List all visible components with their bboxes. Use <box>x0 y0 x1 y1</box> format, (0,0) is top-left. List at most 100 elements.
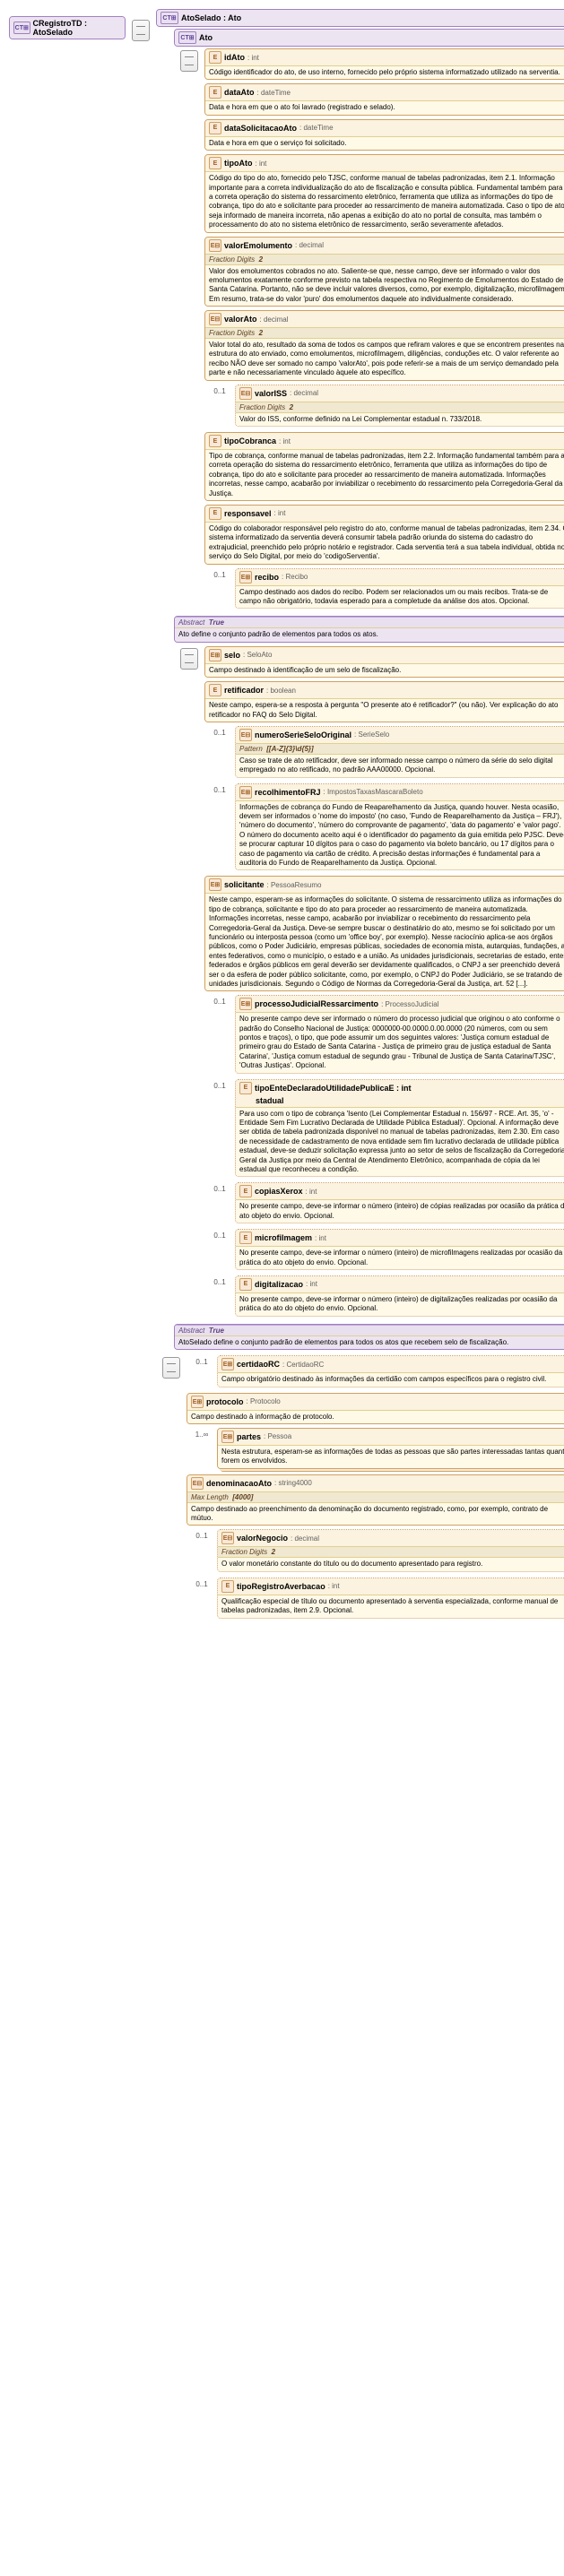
field-type: : PessoaResumo <box>267 881 322 889</box>
field-name: processoJudicialRessarcimento <box>255 999 378 1008</box>
field-type: : boolean <box>266 687 296 695</box>
occurs-label: 0..1 <box>213 387 225 395</box>
field-desc: Código identificador do ato, de uso inte… <box>205 65 564 79</box>
occurs-label: 0..1 <box>213 1185 225 1193</box>
field-desc: No presente campo, deve-se informar o nú… <box>236 1199 564 1223</box>
element-badge-icon: E⊞ <box>191 1396 204 1408</box>
solicitante-field: E⊞solicitante: PessoaResumo Neste campo,… <box>204 876 564 991</box>
field-name: protocolo <box>206 1397 244 1406</box>
facet-value: 2 <box>259 329 263 337</box>
field-name: selo <box>224 651 240 660</box>
ct-badge-icon: CT⊞ <box>13 22 30 34</box>
denominacaoato-field: E⊟denominacaoAto: string4000 Max Length … <box>187 1474 564 1526</box>
field-desc: Data e hora em que o ato foi lavrado (re… <box>205 100 564 114</box>
sequence-connector-icon <box>180 50 198 72</box>
element-badge-icon: E⊟ <box>209 313 221 325</box>
tiporegistroaverbacao-field: EtipoRegistroAverbacao: int Qualificação… <box>217 1578 564 1619</box>
occurs-label: 0..1 <box>213 1232 225 1240</box>
certidaorc-field: E⊞certidaoRC: CertidaoRC Campo obrigatór… <box>217 1355 564 1387</box>
element-badge-icon: E⊟ <box>239 387 252 400</box>
field-desc: Tipo de cobrança, conforme manual de tab… <box>205 449 564 500</box>
element-badge-icon: E⊞ <box>221 1431 234 1443</box>
field-type: : decimal <box>290 389 318 397</box>
element-badge-icon: E <box>239 1278 252 1291</box>
field-type: : decimal <box>291 1534 319 1543</box>
field-type: : int <box>315 1234 326 1242</box>
field-name: valorAto <box>224 315 257 324</box>
atoselado-label: AtoSelado : Ato <box>181 13 241 22</box>
dataato-field: EdataAto: dateTime Data e hora em que o … <box>204 83 564 115</box>
field-desc: Para uso com o tipo de cobrança 'Isento … <box>236 1107 564 1177</box>
field-desc: Caso se trate de ato retificador, deve s… <box>236 754 564 777</box>
selo-field: E⊞selo: SeloAto Campo destinado à identi… <box>204 646 564 678</box>
field-desc: Neste campo, espera-se a resposta à perg… <box>205 698 564 722</box>
field-type: : Protocolo <box>247 1397 281 1405</box>
element-badge-icon: E⊞ <box>239 786 252 799</box>
facet-name: Pattern <box>239 745 263 753</box>
field-desc: Valor do ISS, conforme definido na Lei C… <box>236 412 564 426</box>
element-badge-icon: E <box>209 684 221 696</box>
field-desc: Campo destinado aos dados do recibo. Pod… <box>236 585 564 609</box>
field-name: tipoEnteDeclaradoUtilidadePublicaE : int <box>255 1084 412 1093</box>
tipoato-field: EtipoAto: int Código do tipo do ato, for… <box>204 154 564 232</box>
ato-abstract-footer: Abstract True Ato define o conjunto padr… <box>174 616 564 642</box>
ct-badge-icon: CT⊞ <box>161 12 178 24</box>
facet-name: Fraction Digits <box>239 403 285 411</box>
field-name: tipoAto <box>224 159 253 168</box>
element-badge-icon: E <box>209 157 221 169</box>
field-type: : int <box>247 54 259 62</box>
element-badge-icon: E <box>209 86 221 99</box>
field-desc: Informações de cobrança do Fundo de Reap… <box>236 800 564 870</box>
abstract-value: True <box>209 618 224 627</box>
element-badge-icon: E <box>221 1580 234 1593</box>
occurs-label: 0..1 <box>213 1278 225 1286</box>
element-badge-icon: E <box>239 1185 252 1197</box>
element-badge-icon: E⊟ <box>221 1532 234 1544</box>
field-type: : SeloAto <box>243 651 272 659</box>
atoselado-node: CT⊞ AtoSelado : Ato <box>156 9 564 27</box>
element-badge-icon: E <box>239 1082 252 1094</box>
digitalizacao-field: Edigitalizacao: int No presente campo, d… <box>235 1275 564 1317</box>
field-name2: stadual <box>256 1096 284 1105</box>
recibo-field: E⊞recibo: Recibo Campo destinado aos dad… <box>235 568 564 609</box>
field-name: recolhimentoFRJ <box>255 788 321 797</box>
field-type: : decimal <box>260 316 289 324</box>
facet-value: 2 <box>290 403 293 411</box>
field-name: solicitante <box>224 880 265 889</box>
element-badge-icon: E <box>209 122 221 134</box>
facet-value: [[A-Z]{3}\d{5}] <box>266 745 313 753</box>
protocolo-field: E⊞protocolo: Protocolo Campo destinado à… <box>187 1393 564 1424</box>
numeroserieselo-field: E⊟numeroSerieSeloOriginal: SerieSelo Pat… <box>235 726 564 778</box>
field-name: copiasXerox <box>255 1187 303 1196</box>
field-desc: Valor dos emolumentos cobrados no ato. S… <box>205 264 564 307</box>
root-node: CT⊞ CRegistroTD : AtoSelado <box>9 16 126 39</box>
facet-name: Fraction Digits <box>221 1548 267 1556</box>
field-type: : SerieSelo <box>354 730 389 739</box>
element-badge-icon: E⊟ <box>239 729 252 741</box>
field-desc: No presente campo, deve-se informar o nú… <box>236 1292 564 1316</box>
occurs-label: 0..1 <box>213 1082 225 1090</box>
abstract-label: Abstract <box>178 1327 204 1335</box>
recolhimentofrj-field: E⊞recolhimentoFRJ: ImpostosTaxasMascaraB… <box>235 783 564 871</box>
field-desc: Valor total do ato, resultado da soma de… <box>205 338 564 380</box>
sequence-connector-icon <box>162 1357 180 1379</box>
element-badge-icon: E⊞ <box>221 1358 234 1370</box>
valoriss-field: E⊟valorISS: decimal Fraction Digits 2 Va… <box>235 385 564 427</box>
ato-node: CT⊞ Ato <box>174 29 564 47</box>
occurs-label: 0..1 <box>213 729 225 737</box>
field-desc: No presente campo deve ser informado o n… <box>236 1012 564 1072</box>
field-desc: Campo obrigatório destinado às informaçõ… <box>218 1372 564 1386</box>
element-badge-icon: E⊟ <box>191 1477 204 1490</box>
facet-name: Max Length <box>191 1493 229 1501</box>
field-name: valorISS <box>255 389 287 398</box>
field-desc: Data e hora em que o serviço foi solicit… <box>205 136 564 150</box>
field-type: : int <box>306 1280 317 1288</box>
field-type: : dateTime <box>257 89 291 97</box>
field-type: : int <box>306 1188 317 1196</box>
occurs-label: 0..1 <box>195 1532 207 1540</box>
responsavel-field: Eresponsavel: int Código do colaborador … <box>204 505 564 565</box>
facet-name: Fraction Digits <box>209 329 255 337</box>
field-name: recibo <box>255 573 279 582</box>
field-name: partes <box>237 1432 261 1441</box>
element-badge-icon: E⊞ <box>239 998 252 1010</box>
